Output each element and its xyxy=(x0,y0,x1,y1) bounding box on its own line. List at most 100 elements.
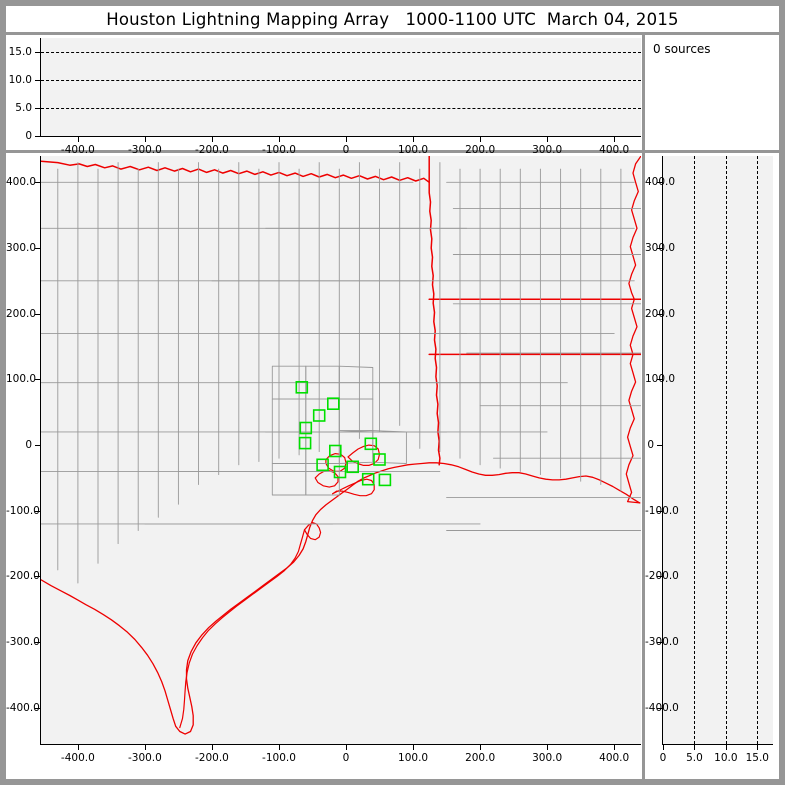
sources-count-label: 0 sources xyxy=(653,42,711,56)
lma-station-marker[interactable] xyxy=(364,437,378,451)
panel-map-plan-view[interactable]: -400.0 -300.0 -200.0 -100.0 0 100.0 200.0 300.0… xyxy=(6,153,642,779)
y-tick-label: 0 xyxy=(25,130,32,142)
x-tick-label: -200.0 xyxy=(195,752,229,764)
x-tick-label: 400.0 xyxy=(599,752,630,764)
x-tick xyxy=(614,137,616,142)
gridline-horizontal xyxy=(41,108,641,109)
lma-station-marker[interactable] xyxy=(361,472,375,486)
x-tick xyxy=(480,137,482,142)
lma-station-marker[interactable] xyxy=(299,421,313,435)
coastline-gulf xyxy=(41,462,641,735)
lma-station-marker[interactable] xyxy=(346,460,360,474)
y-tick xyxy=(35,445,40,447)
plot-area-map[interactable] xyxy=(41,156,641,744)
y-tick-label: 400.0 xyxy=(6,176,37,189)
county-outline-10 xyxy=(271,463,307,496)
y-tick xyxy=(35,52,40,53)
y-tick xyxy=(657,445,662,447)
gridline-horizontal xyxy=(41,52,641,53)
y-tick-label: 100.0 xyxy=(645,373,676,386)
y-tick xyxy=(35,182,40,184)
state-border-sabine xyxy=(428,181,441,466)
x-tick-label: 300.0 xyxy=(532,752,563,764)
panel-altitude-vs-north[interactable]: -400.0 -300.0 -200.0 -100.0 0 100.0 200.0 300.0… xyxy=(645,153,779,779)
bay-galveston xyxy=(332,478,375,497)
x-tick-label: -400.0 xyxy=(60,752,95,764)
y-tick xyxy=(35,707,40,709)
gridline-horizontal xyxy=(41,80,641,81)
y-tick xyxy=(657,182,662,184)
lma-station-marker[interactable] xyxy=(326,397,340,410)
lma-station-marker[interactable] xyxy=(312,409,326,422)
y-tick xyxy=(35,642,40,644)
x-tick xyxy=(346,745,348,750)
county-outline-5 xyxy=(338,398,374,432)
x-tick xyxy=(480,745,482,750)
lma-station-marker[interactable] xyxy=(333,465,347,479)
x-tick xyxy=(663,745,664,750)
x-axis-spine xyxy=(662,744,773,745)
gridline-vertical xyxy=(757,156,759,744)
x-tick xyxy=(144,137,146,142)
panel-altitude-vs-east[interactable]: 0 5.0 10.0 15.0 -400.0 -300.0 -200.0 -100.0 0 100… xyxy=(6,35,642,156)
x-tick-label: 0 xyxy=(342,144,350,156)
y-tick xyxy=(657,642,662,644)
y-tick xyxy=(657,707,662,709)
x-tick-label: 0 xyxy=(659,752,667,764)
title-bar: Houston Lightning Mapping Array 1000-110… xyxy=(6,6,779,32)
x-tick xyxy=(413,137,415,142)
state-border-mississippi-north xyxy=(628,156,641,300)
y-tick-label: 15.0 xyxy=(8,46,32,58)
x-tick-label: 100.0 xyxy=(398,752,429,764)
x-tick-label: 10.0 xyxy=(714,752,738,764)
x-axis-spine xyxy=(40,136,641,137)
x-tick xyxy=(211,137,213,142)
panel-source-count: 0 sources xyxy=(645,35,779,150)
y-tick-label: 10.0 xyxy=(8,74,32,86)
lma-station-marker[interactable] xyxy=(378,473,392,487)
y-tick xyxy=(657,379,662,381)
y-axis-spine xyxy=(40,156,41,745)
y-tick-label: -200.0 xyxy=(645,570,679,582)
y-tick xyxy=(35,313,40,315)
y-tick-label: -300.0 xyxy=(645,636,679,648)
x-tick xyxy=(278,745,280,750)
y-tick-label: -400.0 xyxy=(645,702,679,714)
y-tick-label: 0 xyxy=(25,439,32,452)
plot-area-altitude-vs-north[interactable] xyxy=(663,156,773,744)
lma-station-marker[interactable] xyxy=(373,453,386,466)
y-tick-label: 100.0 xyxy=(6,373,37,386)
gridline-vertical xyxy=(694,156,696,744)
y-tick-label: -100.0 xyxy=(645,505,679,517)
x-tick xyxy=(614,745,616,750)
county-outline-9 xyxy=(372,430,407,464)
y-tick xyxy=(657,313,662,315)
lma-station-marker[interactable] xyxy=(298,436,312,450)
gridline-vertical xyxy=(725,156,727,744)
x-tick xyxy=(144,745,146,750)
lma-station-marker[interactable] xyxy=(295,381,309,394)
y-axis-spine xyxy=(40,38,41,137)
x-tick xyxy=(413,745,415,750)
x-tick xyxy=(278,137,280,142)
y-tick-label: -100.0 xyxy=(6,504,40,517)
lma-station-markers[interactable] xyxy=(295,381,392,487)
lma-station-marker[interactable] xyxy=(328,444,342,458)
x-tick-label: -100.0 xyxy=(262,752,296,764)
state-border-mississippi-south xyxy=(625,353,641,504)
y-tick-label: 300.0 xyxy=(645,241,676,254)
y-tick-label: 400.0 xyxy=(645,176,676,189)
y-tick-label: 5.0 xyxy=(15,102,32,114)
y-tick-label: 0 xyxy=(647,439,654,452)
lma-station-marker[interactable] xyxy=(316,458,329,472)
x-tick xyxy=(547,137,549,142)
y-tick xyxy=(657,510,662,512)
x-tick xyxy=(757,745,759,750)
plot-area-altitude-vs-east[interactable] xyxy=(41,38,641,136)
state-border-mississippi-mid xyxy=(629,298,638,356)
y-tick xyxy=(657,247,662,249)
x-tick xyxy=(694,745,696,750)
map-geography xyxy=(41,156,641,735)
page-title: Houston Lightning Mapping Array 1000-110… xyxy=(106,9,679,29)
